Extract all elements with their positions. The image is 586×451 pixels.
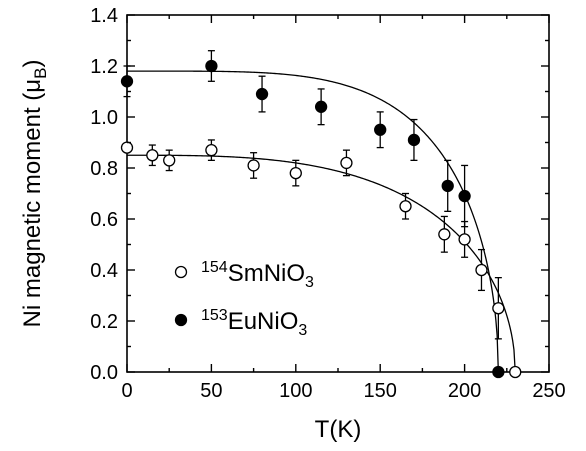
x-axis-title: T(K) [315, 416, 362, 443]
smnio3-point [163, 154, 176, 167]
eunio3-point [205, 59, 218, 73]
y-tick-label: 1.4 [90, 5, 118, 27]
smnio3-point [399, 200, 412, 213]
y-tick-label: 0.4 [90, 260, 118, 282]
plot-frame [126, 14, 550, 373]
eunio3-point [120, 75, 134, 88]
smnio3-point [438, 228, 451, 241]
eunio3-point [255, 87, 269, 101]
eunio3-point [407, 133, 421, 147]
fit-curves [127, 70, 516, 373]
y-axis-title-main: Ni magnetic moment (μ [19, 79, 46, 328]
legend: 154SmNiO3 153EuNiO3 [174, 259, 314, 339]
fit-curve [127, 70, 500, 373]
legend-label: 153EuNiO3 [201, 307, 307, 339]
eunio3-point [458, 189, 471, 203]
eunio3-point [314, 100, 328, 113]
x-tick-label: 200 [448, 380, 481, 402]
legend-marker [174, 265, 188, 279]
eunio3-point [441, 179, 454, 193]
axis-ticks: 0 50 100 150 200 250 0.0 0.2 0.4 0.6 0.8 1.0 1.2 1.4 [90, 5, 566, 402]
error-bars [123, 50, 502, 340]
smnio3-point [509, 365, 522, 379]
smnio3-point [205, 143, 218, 157]
y-axis-title: Ni magnetic moment (μB) [19, 60, 50, 328]
smnio3-point [475, 263, 488, 277]
eunio3-point [492, 365, 505, 379]
legend-label: 154SmNiO3 [201, 259, 314, 291]
smnio3-point [340, 156, 353, 170]
legend-marker [174, 313, 188, 327]
x-tick-label: 150 [364, 380, 397, 402]
y-axis-title-subscript: B [31, 68, 50, 79]
smnio3-point [146, 149, 159, 162]
y-tick-label: 0.6 [90, 209, 118, 231]
x-tick-label: 250 [532, 380, 565, 402]
y-tick-label: 1.2 [90, 56, 118, 78]
smnio3-point [492, 302, 505, 315]
y-tick-label: 0.8 [90, 158, 118, 180]
smnio3-point [247, 159, 260, 172]
x-tick-label: 0 [121, 380, 132, 402]
x-tick-label: 50 [200, 380, 222, 402]
y-tick-label: 1.0 [90, 107, 118, 129]
fit-curve [127, 154, 516, 373]
plot-area [126, 14, 550, 373]
x-tick-label: 100 [279, 380, 312, 402]
y-tick-label: 0.2 [90, 311, 118, 333]
data-points [120, 59, 522, 379]
y-axis-title-close: ) [19, 60, 46, 68]
smnio3-point [289, 166, 302, 180]
smnio3-point [458, 233, 471, 246]
smnio3-point [120, 141, 134, 154]
y-tick-label: 0.0 [90, 362, 118, 384]
eunio3-point [374, 123, 387, 136]
